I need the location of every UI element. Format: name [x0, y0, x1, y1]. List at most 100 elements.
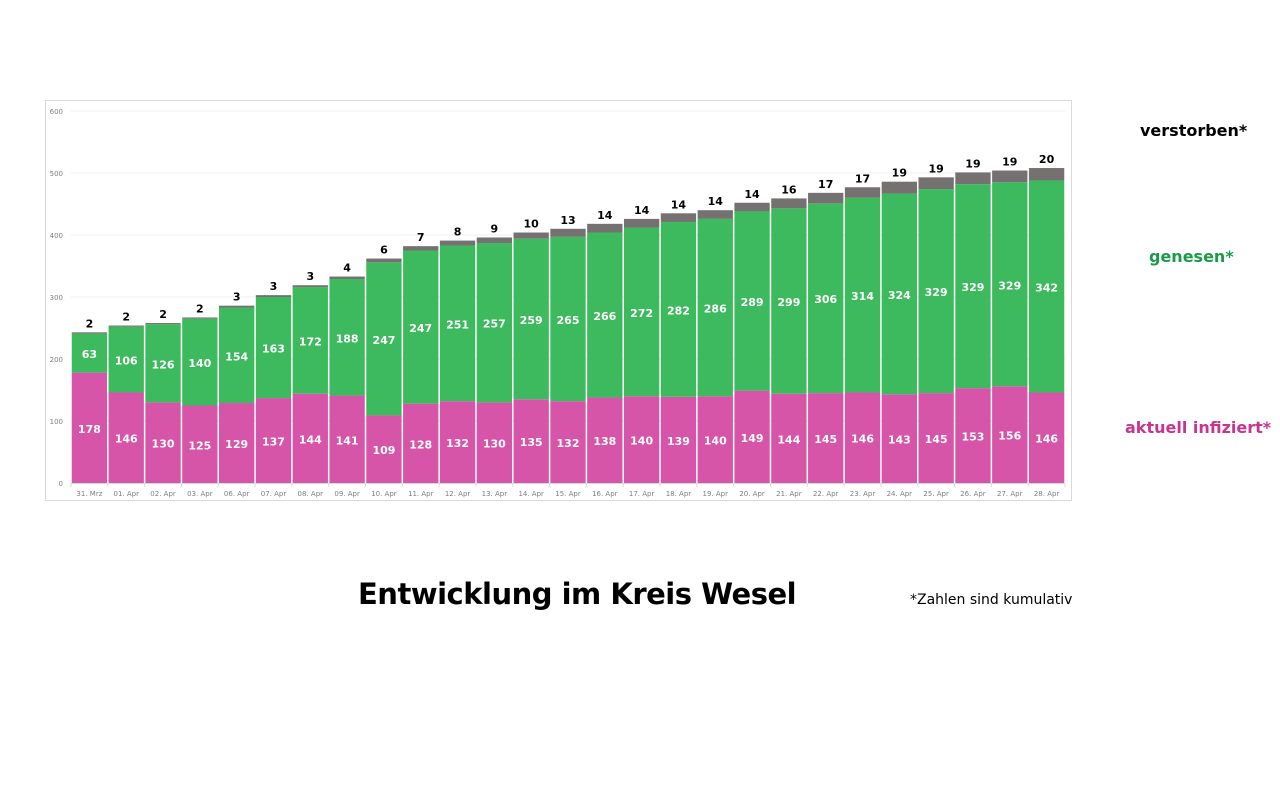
x-tick-label: 12. Apr: [445, 490, 471, 498]
bar-segment-aktuell-infiziert: [771, 393, 807, 483]
bar-segment-verstorben: [108, 325, 144, 327]
data-label: 2: [122, 311, 130, 324]
data-label: 13: [560, 214, 575, 227]
x-tick-label: 09. Apr: [334, 490, 360, 498]
data-label: 7: [417, 231, 425, 244]
x-tick-label: 21. Apr: [776, 490, 802, 498]
data-label: 137: [262, 436, 285, 449]
data-label: 17: [818, 178, 833, 191]
bar-segment-verstorben: [623, 218, 660, 228]
bar-segment-genesen: [108, 326, 144, 393]
legend-label-infected: aktuell infiziert*: [1125, 418, 1272, 437]
bar-segment-verstorben: [734, 202, 770, 212]
bar-segment-verstorben: [145, 323, 181, 325]
data-label: 144: [777, 433, 800, 446]
data-label: 14: [708, 195, 724, 208]
bar-segment-aktuell-infiziert: [403, 403, 439, 483]
x-tick-label: 19. Apr: [703, 490, 729, 498]
data-label: 324: [888, 289, 911, 302]
data-label: 130: [152, 438, 175, 451]
data-label: 306: [814, 293, 837, 306]
data-label: 126: [152, 358, 175, 371]
data-label: 20: [1039, 153, 1055, 166]
data-label: 265: [557, 314, 580, 327]
bar-segment-genesen: [771, 208, 807, 394]
data-label: 128: [409, 438, 432, 451]
x-tick-label: 03. Apr: [187, 490, 213, 498]
bar-segment-genesen: [844, 197, 881, 393]
data-label: 172: [299, 335, 322, 348]
x-tick-label: 14. Apr: [518, 490, 544, 498]
data-label: 2: [86, 317, 94, 330]
x-tick-label: 06. Apr: [224, 490, 250, 498]
data-label: 109: [372, 444, 395, 457]
bar-segment-genesen: [881, 193, 917, 395]
y-tick-label: 200: [50, 356, 63, 364]
bar-segment-genesen: [182, 318, 218, 406]
bar-segment-genesen: [329, 279, 365, 396]
bar-segment-verstorben: [660, 213, 697, 222]
x-tick-label: 24. Apr: [887, 490, 913, 498]
data-label: 8: [454, 226, 462, 239]
bar-segment-verstorben: [513, 232, 549, 239]
y-tick-label: 0: [59, 480, 63, 488]
bar-segment-genesen: [145, 324, 181, 403]
bar-segment-aktuell-infiziert: [734, 390, 770, 483]
bar-segment-verstorben: [71, 332, 108, 334]
bar-segment-genesen: [439, 245, 476, 402]
data-label: 247: [372, 334, 395, 347]
bar-segment-verstorben: [697, 210, 733, 219]
bar-segment-genesen: [292, 287, 328, 394]
x-tick-label: 16. Apr: [592, 490, 618, 498]
y-tick-label: 300: [50, 294, 63, 302]
bar-segment-aktuell-infiziert: [145, 402, 181, 483]
bar-segment-aktuell-infiziert: [918, 393, 954, 483]
x-tick-label: 07. Apr: [261, 490, 287, 498]
bar-segment-genesen: [513, 238, 549, 400]
x-tick-label: 13. Apr: [482, 490, 508, 498]
x-tick-label: 25. Apr: [923, 490, 949, 498]
x-tick-label: 02. Apr: [150, 490, 176, 498]
bar-segment-verstorben: [182, 317, 218, 319]
bar-segment-verstorben: [366, 258, 402, 263]
bar-segment-genesen: [623, 227, 660, 397]
bar-segment-aktuell-infiziert: [550, 401, 586, 483]
data-label: 19: [1002, 156, 1017, 169]
bar-segment-genesen: [660, 221, 697, 397]
bar-segment-verstorben: [439, 240, 476, 246]
data-label: 4: [343, 262, 351, 275]
bar-segment-aktuell-infiziert: [587, 397, 623, 483]
y-tick-label: 500: [50, 170, 63, 178]
bar-segment-verstorben: [550, 228, 586, 237]
data-label: 314: [851, 290, 874, 303]
data-label: 125: [188, 439, 211, 452]
x-tick-label: 15. Apr: [555, 490, 581, 498]
bar-segment-genesen: [918, 189, 954, 394]
data-label: 156: [998, 430, 1021, 443]
data-label: 154: [225, 350, 248, 363]
data-label: 140: [630, 435, 653, 448]
data-label: 17: [855, 172, 870, 185]
bar-segment-verstorben: [955, 172, 991, 185]
bar-segment-aktuell-infiziert: [660, 396, 697, 483]
data-label: 146: [1035, 433, 1058, 446]
data-label: 135: [520, 436, 543, 449]
bar-segment-aktuell-infiziert: [697, 396, 733, 483]
data-label: 257: [483, 318, 506, 331]
data-label: 251: [446, 318, 469, 331]
bar-segment-genesen: [734, 211, 770, 391]
x-tick-label: 17. Apr: [629, 490, 655, 498]
data-label: 153: [961, 431, 984, 444]
y-tick-label: 100: [50, 418, 63, 426]
bar-segment-verstorben: [771, 198, 807, 209]
data-label: 129: [225, 438, 248, 451]
bar-segment-aktuell-infiziert: [1028, 392, 1065, 483]
data-label: 145: [814, 433, 837, 446]
bar-segment-verstorben: [808, 192, 844, 204]
data-label: 266: [593, 310, 616, 323]
bar-segment-verstorben: [587, 223, 623, 233]
data-label: 289: [741, 296, 764, 309]
bar-segment-aktuell-infiziert: [329, 395, 365, 483]
bar-segment-genesen: [476, 243, 513, 403]
bar-segment-aktuell-infiziert: [808, 393, 844, 483]
